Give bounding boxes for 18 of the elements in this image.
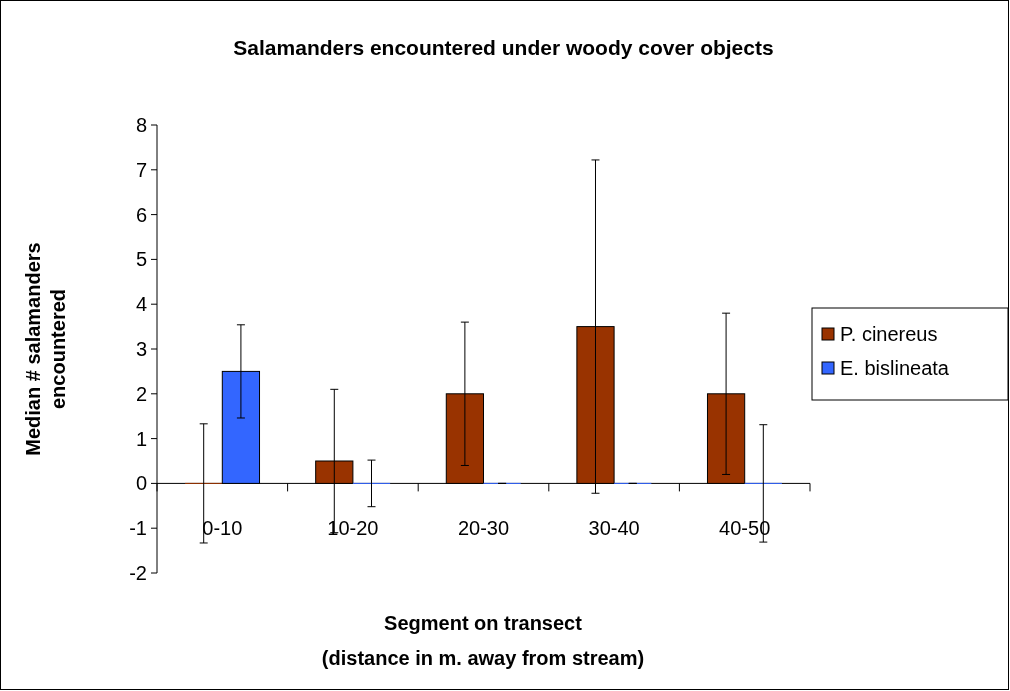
- chart-title: Salamanders encountered under woody cover objects: [233, 36, 774, 59]
- y-tick-label: -2: [129, 562, 147, 584]
- y-tick-label: 1: [135, 427, 147, 450]
- y-axis-title: Median # salamanders encountered: [22, 242, 69, 456]
- y-tick-label: 3: [135, 338, 147, 360]
- y-tick-label: 6: [135, 203, 147, 226]
- y-tick-label: 0: [135, 472, 147, 495]
- x-tick-label: 30-40: [588, 517, 640, 540]
- legend-label: P. cinereus: [840, 323, 938, 345]
- y-tick-label: 2: [135, 382, 147, 405]
- legend-label: E. bislineata: [840, 357, 950, 379]
- y-tick-label: 8: [135, 114, 147, 136]
- x-tick-label: 20-30: [457, 517, 510, 540]
- y-tick-label: 5: [135, 248, 147, 271]
- y-tick-label: 7: [135, 158, 147, 181]
- y-tick-label: -1: [129, 517, 147, 540]
- y-tick-label: 4: [135, 293, 147, 316]
- x-axis-title: Segment on transect (distance in m. away from stream): [321, 612, 645, 669]
